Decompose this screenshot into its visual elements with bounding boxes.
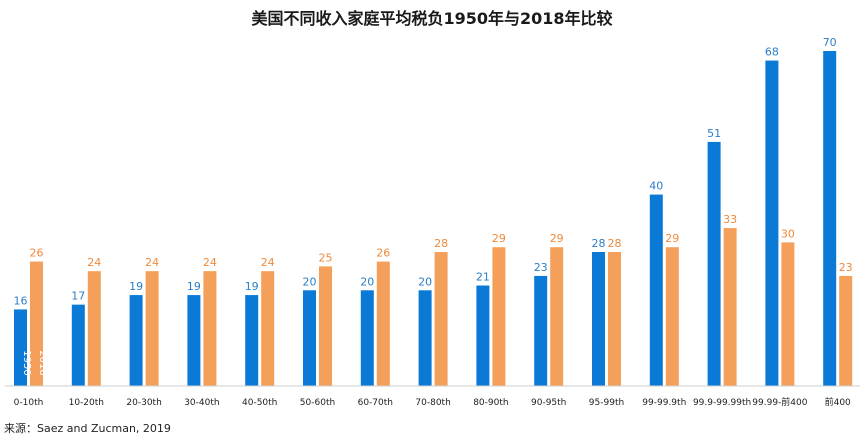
bar-2018-8 — [492, 247, 506, 386]
bar-1950-14 — [823, 51, 837, 386]
category-label-6: 60-70th — [358, 398, 393, 408]
bar-1950-9 — [534, 275, 548, 386]
bar-2018-9 — [550, 247, 564, 386]
value-label-2018-7: 28 — [434, 237, 448, 250]
category-label-10: 95-99th — [589, 398, 624, 408]
bar-1950-13 — [765, 60, 779, 386]
bar-2018-10 — [608, 252, 621, 386]
bar-2018-4 — [261, 271, 275, 386]
category-label-7: 70-80th — [415, 398, 450, 408]
series-label-1950: 1950 — [21, 350, 32, 375]
bar-2018-11 — [665, 247, 679, 386]
value-label-1950-6: 20 — [360, 275, 374, 288]
bar-1950-7 — [418, 290, 432, 386]
category-label-2: 20-30th — [126, 398, 161, 408]
value-label-2018-3: 24 — [203, 256, 217, 269]
bar-1950-10 — [592, 252, 605, 386]
value-label-2018-14: 23 — [839, 261, 853, 274]
value-label-1950-11: 40 — [649, 180, 663, 193]
value-label-1950-7: 20 — [418, 275, 432, 288]
value-label-1950-10: 28 — [592, 237, 606, 250]
value-label-2018-5: 25 — [319, 251, 333, 264]
category-label-12: 99.9-99.99th — [693, 398, 751, 408]
value-label-2018-1: 24 — [87, 256, 101, 269]
source-note: 来源：Saez and Zucman, 2019 — [4, 421, 171, 435]
bar-2018-7 — [434, 252, 448, 386]
bar-1950-8 — [476, 285, 490, 386]
value-label-1950-8: 21 — [476, 271, 490, 284]
value-label-2018-10: 28 — [608, 237, 622, 250]
value-label-2018-4: 24 — [261, 256, 275, 269]
value-label-1950-3: 19 — [187, 280, 201, 293]
category-label-0: 0-10th — [14, 398, 44, 408]
bar-2018-0 — [30, 261, 43, 386]
category-label-9: 90-95th — [531, 398, 566, 408]
bar-1950-1 — [71, 304, 85, 386]
value-label-2018-6: 26 — [376, 247, 390, 260]
value-label-1950-4: 19 — [245, 280, 259, 293]
bar-1950-4 — [245, 295, 259, 386]
bar-1950-0 — [14, 309, 27, 386]
category-label-8: 80-90th — [473, 398, 508, 408]
value-label-2018-9: 29 — [550, 232, 564, 245]
value-label-1950-5: 20 — [303, 275, 317, 288]
bar-2018-14 — [839, 275, 853, 386]
value-label-2018-0: 26 — [30, 247, 44, 260]
value-label-1950-9: 23 — [534, 261, 548, 274]
bar-1950-6 — [360, 290, 374, 386]
value-label-2018-13: 30 — [781, 227, 795, 240]
bar-2018-6 — [376, 261, 390, 386]
bar-2018-3 — [203, 271, 217, 386]
bar-2018-5 — [319, 266, 332, 386]
bar-2018-12 — [723, 228, 737, 386]
chart-title: 美国不同收入家庭平均税负1950年与2018年比较 — [251, 9, 612, 28]
bar-2018-2 — [145, 271, 159, 386]
category-label-14: 前400 — [825, 396, 851, 408]
value-label-1950-1: 17 — [71, 290, 85, 303]
value-label-2018-2: 24 — [145, 256, 159, 269]
bar-1950-12 — [707, 141, 721, 386]
value-label-2018-8: 29 — [492, 232, 506, 245]
series-label-2018: 2018 — [37, 350, 48, 375]
value-label-1950-2: 19 — [129, 280, 143, 293]
value-label-1950-14: 70 — [823, 36, 837, 49]
category-label-13: 99.99-前400 — [752, 396, 807, 408]
category-label-1: 10-20th — [69, 398, 104, 408]
value-label-2018-12: 33 — [723, 213, 737, 226]
category-label-4: 40-50th — [242, 398, 277, 408]
value-label-1950-0: 16 — [14, 294, 28, 307]
bar-2018-1 — [87, 271, 101, 386]
bar-2018-13 — [781, 242, 795, 386]
bars-group — [14, 51, 853, 386]
value-label-1950-12: 51 — [707, 127, 721, 140]
bar-1950-2 — [129, 295, 143, 386]
value-label-2018-11: 29 — [665, 232, 679, 245]
labels-group: 1619502620180-10th172410-20th192420-30th… — [14, 36, 853, 408]
bar-1950-3 — [187, 295, 201, 386]
value-label-1950-13: 68 — [765, 46, 779, 59]
category-label-5: 50-60th — [300, 398, 335, 408]
category-label-3: 30-40th — [184, 398, 219, 408]
bar-1950-5 — [303, 290, 316, 386]
bar-1950-11 — [649, 194, 663, 386]
category-label-11: 99-99.9th — [642, 398, 686, 408]
